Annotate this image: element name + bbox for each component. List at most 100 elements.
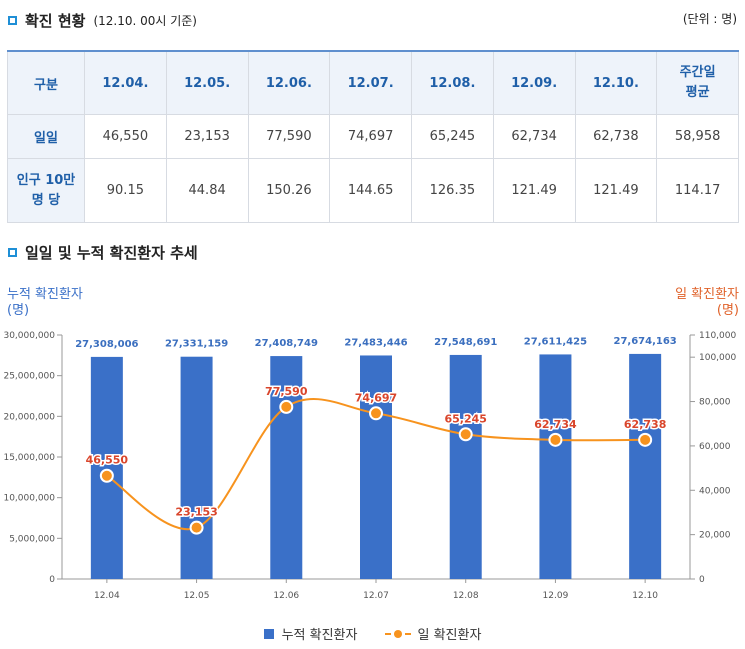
x-axis-tick-label: 12.05 bbox=[184, 591, 210, 601]
table-cell: 90.15 bbox=[84, 158, 167, 223]
cumulative-bar-label: 27,548,691 bbox=[434, 337, 497, 348]
table-header-cell: 12.07. bbox=[329, 50, 412, 115]
trend-section-header: 일일 및 누적 확진환자 추세 bbox=[8, 242, 198, 263]
daily-cases-point-label: 62,738 bbox=[624, 418, 666, 431]
table-cell: 58,958 bbox=[656, 114, 739, 159]
left-axis-tick-label: 30,000,000 bbox=[3, 331, 55, 341]
cumulative-bar bbox=[360, 355, 392, 579]
legend-item-daily: 일 확진환자 bbox=[385, 624, 481, 643]
trend-section-title: 일일 및 누적 확진환자 추세 bbox=[25, 244, 198, 262]
cumulative-bar bbox=[449, 354, 482, 579]
table-cell: 114.17 bbox=[656, 158, 739, 223]
left-axis-unit: (명) bbox=[7, 303, 30, 318]
table-cell: 46,550 bbox=[84, 114, 167, 159]
cumulative-bar-label: 27,331,159 bbox=[165, 339, 228, 350]
x-axis-tick-label: 12.04 bbox=[94, 591, 120, 601]
cases-trend-chart: 0 5,000,000 10,000,000 15,000,000 20,000,000… bbox=[3, 331, 736, 601]
daily-cases-point-label: 65,245 bbox=[444, 412, 486, 425]
legend-item-cumulative: 누적 확진환자 bbox=[263, 624, 358, 643]
right-axis-tick-label: 40,000 bbox=[699, 486, 731, 496]
right-axis-unit: (명) bbox=[716, 303, 739, 318]
cumulative-bar-label: 27,408,749 bbox=[255, 338, 318, 349]
daily-cases-point-label: 23,153 bbox=[175, 506, 217, 519]
left-axis-tick-label: 5,000,000 bbox=[9, 534, 55, 544]
legend-bar-swatch bbox=[263, 628, 274, 639]
legend-label: 일 확진환자 bbox=[417, 628, 482, 643]
table-cell: 77,590 bbox=[247, 114, 331, 159]
daily-cases-point bbox=[279, 399, 294, 414]
legend-label: 누적 확진환자 bbox=[281, 628, 358, 643]
right-axis-title-text: 일 확진환자 bbox=[675, 287, 739, 302]
x-axis-tick-label: 12.08 bbox=[453, 591, 479, 601]
cumulative-bar bbox=[270, 356, 303, 579]
table-cell: 121.49 bbox=[574, 158, 658, 223]
x-axis-tick-label: 12.07 bbox=[363, 591, 389, 601]
daily-cases-point bbox=[369, 406, 383, 421]
cumulative-bar bbox=[629, 353, 662, 579]
daily-cases-point-label: 62,734 bbox=[534, 418, 577, 431]
right-axis-tick-label: 20,000 bbox=[699, 531, 731, 541]
status-section-title: 확진 현황 bbox=[25, 12, 86, 30]
cumulative-bar bbox=[90, 356, 123, 579]
section-bullet-icon bbox=[8, 248, 17, 257]
right-axis-tick-label: 80,000 bbox=[699, 398, 731, 408]
table-cell: 144.65 bbox=[329, 158, 412, 223]
table-cell: 44.84 bbox=[165, 158, 249, 223]
daily-cases-point bbox=[189, 520, 204, 535]
left-axis-tick-label: 25,000,000 bbox=[3, 372, 55, 382]
x-axis-tick-label: 12.06 bbox=[273, 591, 299, 601]
status-reference-time: (12.10. 00시 기준) bbox=[93, 14, 197, 28]
cumulative-bar bbox=[180, 356, 213, 579]
cumulative-bar-label: 27,483,446 bbox=[344, 337, 407, 348]
row-label: 인구 10만 명 당 bbox=[7, 158, 85, 223]
status-section-header: 확진 현황 (12.10. 00시 기준) bbox=[8, 10, 197, 31]
table-header-cell: 12.09. bbox=[492, 50, 576, 115]
table-row: 인구 10만 명 당 90.15 44.84 150.26 144.65 126… bbox=[7, 158, 739, 223]
table-cell: 65,245 bbox=[411, 114, 494, 159]
table-header-cell: 12.08. bbox=[411, 50, 494, 115]
right-axis-tick-label: 0 bbox=[699, 575, 705, 585]
daily-cases-point bbox=[99, 468, 114, 483]
left-axis-title-text: 누적 확진환자 bbox=[7, 287, 83, 302]
daily-cases-table: 구분 12.04. 12.05. 12.06. 12.07. 12.08. 12… bbox=[7, 50, 739, 223]
table-cell: 23,153 bbox=[165, 114, 249, 159]
table-cell: 150.26 bbox=[247, 158, 331, 223]
table-cell: 62,738 bbox=[574, 114, 658, 159]
section-bullet-icon bbox=[8, 16, 17, 25]
left-axis-tick-label: 0 bbox=[49, 575, 55, 585]
left-axis-tick-label: 20,000,000 bbox=[3, 412, 55, 422]
daily-cases-point-label: 77,590 bbox=[265, 385, 308, 398]
daily-cases-point-label: 46,550 bbox=[86, 454, 129, 467]
left-axis-tick-label: 15,000,000 bbox=[3, 453, 55, 463]
x-axis-tick-label: 12.09 bbox=[543, 591, 569, 601]
table-header-row: 구분 12.04. 12.05. 12.06. 12.07. 12.08. 12… bbox=[7, 50, 739, 115]
table-header-cell: 구분 bbox=[7, 50, 85, 115]
table-header-cell: 12.04. bbox=[84, 50, 167, 115]
daily-cases-point bbox=[638, 432, 653, 447]
cumulative-bar-label: 27,308,006 bbox=[75, 339, 138, 350]
table-cell: 126.35 bbox=[411, 158, 494, 223]
table-row: 일일 46,550 23,153 77,590 74,697 65,245 62… bbox=[7, 114, 739, 159]
right-axis-tick-label: 60,000 bbox=[699, 442, 731, 452]
cumulative-bar-label: 27,674,163 bbox=[614, 336, 677, 347]
table-cell: 121.49 bbox=[492, 158, 576, 223]
x-axis-tick-label: 12.10 bbox=[632, 591, 658, 601]
cumulative-bar bbox=[539, 354, 572, 579]
row-label: 일일 bbox=[7, 114, 85, 159]
daily-cases-point bbox=[458, 427, 473, 442]
chart-legend: 누적 확진환자 일 확진환자 bbox=[0, 624, 745, 643]
cumulative-bar-label: 27,611,425 bbox=[524, 336, 587, 347]
right-axis-tick-label: 100,000 bbox=[699, 353, 736, 363]
table-header-cell: 12.06. bbox=[247, 50, 331, 115]
unit-note: (단위 : 명) bbox=[682, 12, 737, 26]
right-axis-tick-label: 110,000 bbox=[699, 331, 736, 341]
table-cell: 62,734 bbox=[492, 114, 576, 159]
left-axis-title: 누적 확진환자 (명) bbox=[7, 287, 83, 319]
legend-line-swatch bbox=[385, 629, 412, 639]
left-axis-tick-label: 10,000,000 bbox=[3, 494, 55, 504]
table-header-cell: 12.10. bbox=[574, 50, 658, 115]
table-header-cell: 12.05. bbox=[165, 50, 249, 115]
table-header-cell: 주간일 평균 bbox=[656, 50, 739, 115]
table-cell: 74,697 bbox=[329, 114, 412, 159]
daily-cases-point-label: 74,697 bbox=[355, 391, 397, 404]
